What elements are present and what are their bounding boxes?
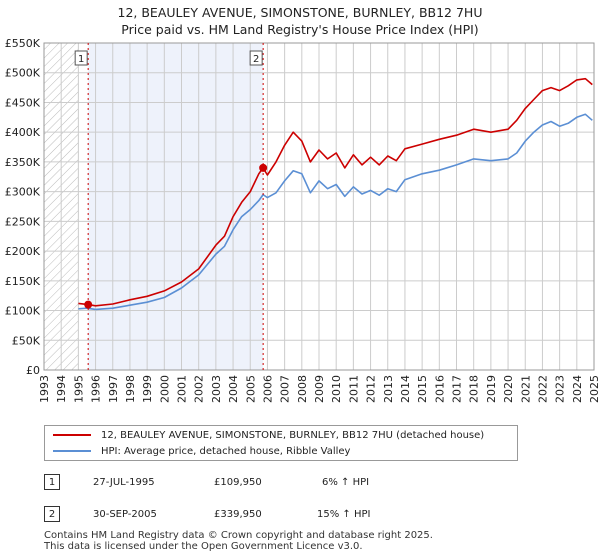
sale-label-1: 1 bbox=[78, 54, 84, 65]
plot-frame bbox=[43, 42, 595, 371]
sale-date-2: 30-SEP-2005 bbox=[93, 508, 157, 520]
x-tick-label: 2013 bbox=[382, 375, 395, 403]
sale-label-box-1 bbox=[74, 50, 88, 66]
x-tick-label: 2016 bbox=[433, 375, 446, 403]
y-tick-label: £100K bbox=[5, 305, 41, 318]
x-tick-label: 1997 bbox=[107, 375, 120, 403]
sale-point-2 bbox=[259, 163, 268, 172]
x-tick-label: 2023 bbox=[554, 375, 567, 403]
sale-price-1: £109,950 bbox=[214, 476, 262, 488]
legend-item-hpi: HPI: Average price, detached house, Ribb… bbox=[53, 443, 350, 459]
series-line-property bbox=[78, 77, 593, 307]
chart-title: 12, BEAULEY AVENUE, SIMONSTONE, BURNLEY,… bbox=[0, 4, 600, 38]
footer-line-2: This data is licensed under the Open Gov… bbox=[44, 541, 363, 552]
x-tick-label: 2000 bbox=[158, 375, 171, 403]
legend: 12, BEAULEY AVENUE, SIMONSTONE, BURNLEY,… bbox=[44, 425, 518, 461]
legend-item-property: 12, BEAULEY AVENUE, SIMONSTONE, BURNLEY,… bbox=[53, 427, 484, 443]
sale-marker-2: 2 bbox=[44, 506, 60, 522]
x-tick-label: 2003 bbox=[210, 375, 223, 403]
price-chart: 1 2 £0 £50K £100K £150K £200K £250K £300K £350K £… bbox=[5, 37, 600, 403]
y-tick-label: £300K bbox=[5, 186, 41, 199]
x-tick-label: 2006 bbox=[261, 375, 274, 403]
sale-hpi-1: 6% ↑ HPI bbox=[322, 476, 370, 488]
footer-line-1: Contains HM Land Registry data © Crown c… bbox=[44, 530, 433, 541]
sale-point-1 bbox=[84, 300, 93, 309]
x-tick-label: 2021 bbox=[519, 375, 532, 403]
legend-label-hpi: HPI: Average price, detached house, Ribb… bbox=[101, 445, 351, 457]
x-tick-label: 2022 bbox=[536, 375, 549, 403]
legend-swatch-property bbox=[53, 434, 91, 436]
sale-date-1: 27-JUL-1995 bbox=[93, 476, 155, 488]
y-tick-label: £250K bbox=[5, 215, 41, 228]
x-tick-label: 2018 bbox=[468, 375, 481, 403]
y-tick-label: £350K bbox=[5, 156, 41, 169]
sale-label-box-2 bbox=[249, 50, 263, 66]
y-tick-label: £550K bbox=[5, 37, 41, 50]
footer: Contains HM Land Registry data © Crown c… bbox=[44, 530, 433, 552]
y-tick-label: £0 bbox=[26, 364, 40, 377]
x-tick-label: 2020 bbox=[502, 375, 515, 403]
x-tick-label: 2015 bbox=[416, 375, 429, 403]
x-tick-label: 1995 bbox=[72, 375, 85, 403]
x-tick-label: 2002 bbox=[193, 375, 206, 403]
x-tick-label: 2019 bbox=[485, 375, 498, 403]
legend-swatch-hpi bbox=[53, 450, 91, 452]
subtitle-line: Price paid vs. HM Land Registry's House … bbox=[121, 22, 479, 37]
x-tick-label: 2025 bbox=[588, 375, 600, 403]
y-tick-label: £450K bbox=[5, 96, 41, 109]
x-tick-label: 1993 bbox=[38, 375, 51, 403]
title-line: 12, BEAULEY AVENUE, SIMONSTONE, BURNLEY,… bbox=[117, 5, 483, 20]
series-line-hpi bbox=[78, 113, 593, 311]
sale-row-1: 1 27-JUL-1995 £109,950 6% ↑ HPI bbox=[44, 472, 584, 492]
sale-hpi-2: 15% ↑ HPI bbox=[317, 508, 371, 520]
legend-label-property: 12, BEAULEY AVENUE, SIMONSTONE, BURNLEY,… bbox=[101, 429, 485, 441]
x-tick-label: 2007 bbox=[279, 375, 292, 403]
x-tick-label: 2011 bbox=[347, 375, 360, 403]
y-tick-label: £400K bbox=[5, 126, 41, 139]
sale-label-2: 2 bbox=[253, 54, 259, 65]
x-tick-label: 2009 bbox=[313, 375, 326, 403]
x-tick-label: 2001 bbox=[176, 375, 189, 403]
sale-marker-1: 1 bbox=[44, 474, 60, 490]
x-tick-label: 2024 bbox=[571, 375, 584, 403]
x-tick-label: 2005 bbox=[244, 375, 257, 403]
y-tick-label: £500K bbox=[5, 67, 41, 80]
x-tick-label: 1996 bbox=[90, 375, 103, 403]
y-tick-label: £50K bbox=[12, 334, 41, 347]
x-tick-label: 2014 bbox=[399, 375, 412, 403]
x-tick-label: 1994 bbox=[55, 375, 68, 403]
x-tick-label: 2008 bbox=[296, 375, 309, 403]
x-tick-label: 2010 bbox=[330, 375, 343, 403]
sale-row-2: 2 30-SEP-2005 £339,950 15% ↑ HPI bbox=[44, 504, 584, 524]
x-tick-label: 2004 bbox=[227, 375, 240, 403]
sale-price-2: £339,950 bbox=[214, 508, 262, 520]
x-tick-label: 2012 bbox=[365, 375, 378, 403]
y-tick-label: £200K bbox=[5, 245, 41, 258]
ownership-period-shading bbox=[88, 43, 264, 370]
x-tick-label: 1999 bbox=[141, 375, 154, 403]
x-tick-label: 2017 bbox=[451, 375, 464, 403]
x-tick-label: 1998 bbox=[124, 375, 137, 403]
y-tick-label: £150K bbox=[5, 275, 41, 288]
